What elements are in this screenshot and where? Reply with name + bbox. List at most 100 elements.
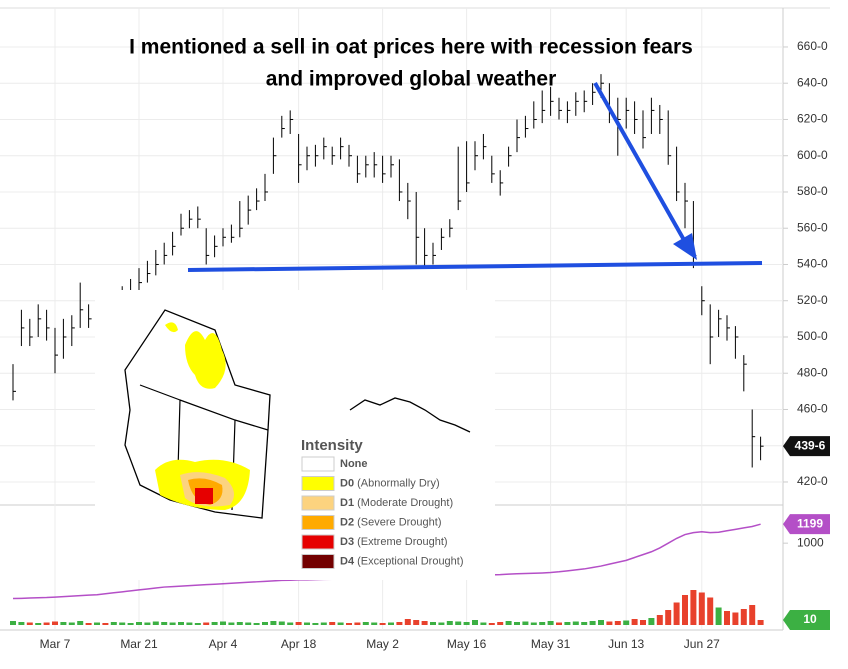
volume-bar — [556, 622, 562, 625]
y-tick-label: 480-0 — [797, 365, 828, 379]
volume-bar — [623, 620, 630, 625]
volume-bar — [10, 621, 16, 625]
legend-desc: (Severe Drought) — [357, 516, 441, 528]
volume-bar — [388, 622, 394, 625]
volume-bar — [278, 621, 285, 625]
volume-bar — [690, 590, 697, 625]
legend-desc: (Moderate Drought) — [357, 497, 453, 509]
legend-desc: (Exceptional Drought) — [357, 555, 463, 567]
legend-swatch — [301, 515, 335, 530]
arrow-head — [673, 233, 697, 260]
legend-desc: (Abnormally Dry) — [357, 477, 440, 489]
annotation: I mentioned a sell in oat prices here wi… — [129, 36, 693, 59]
volume-bar — [144, 622, 151, 625]
volume-bar — [337, 622, 344, 625]
volume-bar — [472, 620, 478, 625]
volume-bar — [547, 621, 554, 625]
volume-bar — [245, 622, 252, 625]
volume-bar — [698, 592, 705, 625]
marks — [10, 74, 764, 625]
volume-bar — [194, 623, 201, 625]
volume-bar — [362, 622, 369, 625]
volume-bar — [77, 621, 84, 625]
legend-code: D4 — [340, 555, 355, 567]
volume-bar — [539, 622, 546, 625]
volume-bar — [455, 621, 462, 625]
volume-bar — [102, 623, 109, 625]
volume-bar — [581, 622, 588, 625]
volume-bar — [68, 622, 75, 625]
legend-code: D1 — [340, 497, 354, 509]
volume-bar — [161, 622, 168, 625]
volume-bar — [253, 623, 260, 625]
volume-bar — [396, 622, 403, 625]
volume-bar — [312, 623, 319, 625]
badge-label: 1199 — [797, 516, 823, 530]
volume-bar — [35, 623, 42, 625]
volume-bar — [598, 620, 604, 625]
volume-bar — [178, 622, 184, 625]
volume-bar — [715, 607, 722, 625]
legend-entry: D4 (Exceptional Drought) — [340, 555, 464, 567]
volume-bar — [211, 622, 218, 625]
volume-bar — [152, 621, 159, 625]
volume-bar — [203, 622, 210, 625]
volume-bar — [589, 621, 596, 625]
legend-entry: D1 (Moderate Drought) — [340, 497, 453, 509]
x-tick-label: Mar 21 — [120, 637, 158, 651]
y-tick-label: 420-0 — [797, 474, 828, 488]
legend-code: D3 — [340, 536, 354, 548]
volume-bar — [564, 622, 571, 625]
legend-swatch — [301, 495, 335, 511]
y-tick-label: 560-0 — [797, 220, 828, 234]
volume-bar — [505, 621, 512, 625]
volume-bar — [707, 597, 714, 625]
volume-bar — [522, 621, 529, 625]
legend-entry: D3 (Extreme Drought) — [340, 536, 448, 548]
volume-bar — [740, 609, 747, 625]
volume-bar — [757, 620, 764, 625]
volume-bar — [606, 621, 613, 625]
volume-bar — [329, 622, 336, 625]
volume-bar — [648, 618, 655, 625]
volume-bar — [43, 622, 50, 625]
volume-bar — [85, 623, 92, 625]
volume-bar — [60, 622, 67, 625]
y-tick-label: 460-0 — [797, 402, 828, 416]
volume-bar — [438, 622, 445, 625]
volume-bar — [320, 622, 327, 625]
volume-bar — [749, 605, 756, 625]
volume-bar — [262, 622, 268, 625]
volume-bar — [94, 622, 100, 625]
volume-bar — [480, 622, 487, 625]
volume-bar — [18, 622, 25, 625]
volume-bar — [379, 623, 386, 625]
volume-bar — [446, 621, 453, 625]
y-tick-label: 580-0 — [797, 184, 828, 198]
x-tick-label: Jun 13 — [608, 637, 644, 651]
coastline — [349, 397, 471, 433]
volume-bar — [732, 612, 739, 625]
volume-bar — [665, 610, 672, 625]
legend-code: None — [340, 458, 368, 470]
volume-bar — [295, 622, 302, 625]
legend-title: Intensity — [301, 437, 363, 454]
volume-bar — [530, 622, 537, 625]
volume-bar — [136, 622, 142, 625]
y2-tick-label: 1000 — [797, 535, 824, 549]
annotation: and improved global weather — [266, 68, 557, 91]
legend-code: D0 — [340, 477, 354, 489]
x-tick-label: May 2 — [366, 637, 399, 651]
volume-bar — [127, 623, 134, 625]
volume-bar — [572, 621, 579, 625]
volume-bar — [220, 621, 226, 625]
x-tick-label: Jun 27 — [684, 637, 720, 651]
legend-code: D2 — [340, 516, 354, 528]
x-tick-label: Apr 4 — [209, 637, 238, 651]
legend-swatch — [301, 554, 335, 569]
volume-bar — [724, 611, 730, 625]
y-tick-label: 600-0 — [797, 148, 828, 162]
annotation-lines — [187, 82, 763, 272]
